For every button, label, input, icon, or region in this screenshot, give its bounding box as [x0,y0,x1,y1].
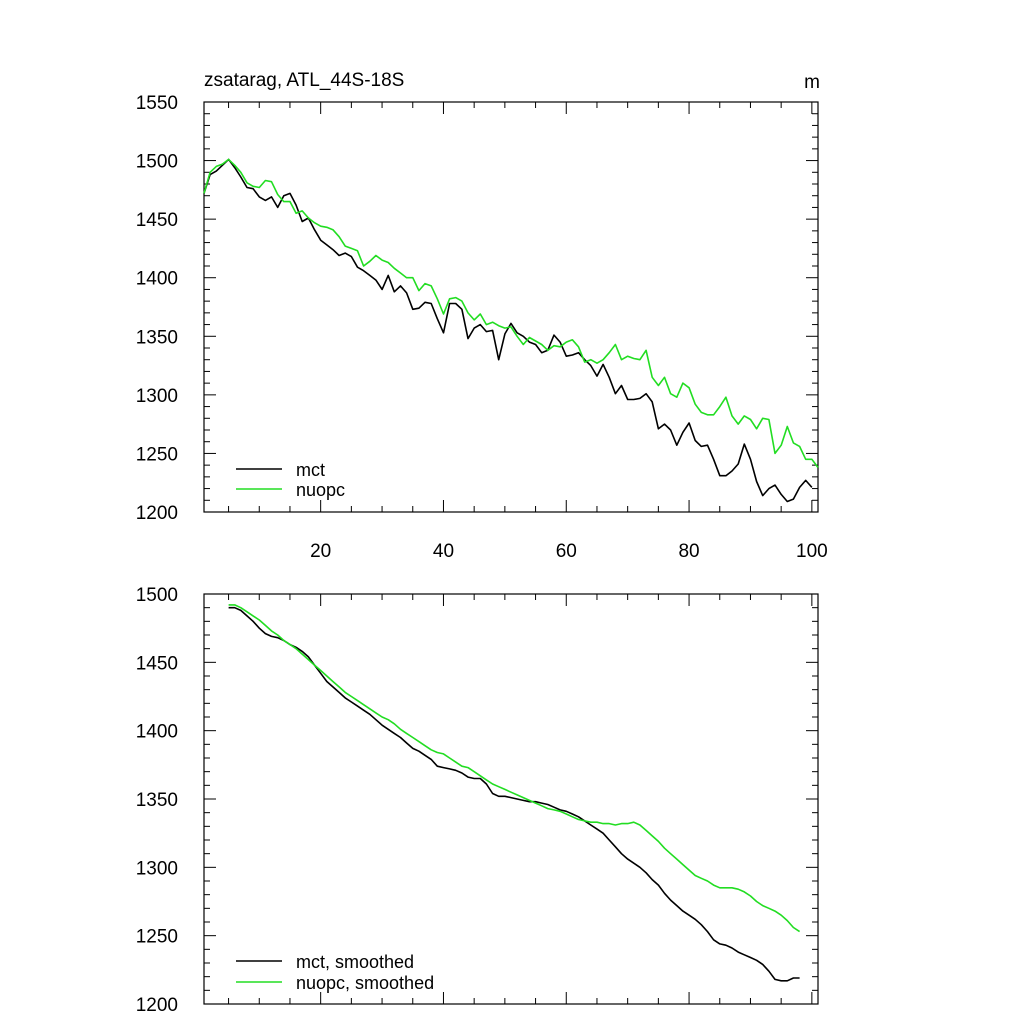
legend-label-mct: mct [296,460,325,480]
y-tick-label: 1450 [136,210,178,231]
y-tick-label: 1300 [136,858,178,879]
units-label: m [804,72,820,93]
series-line-mct [203,158,813,503]
y-tick-label: 1350 [136,790,178,811]
y-tick-label: 1450 [136,653,178,674]
y-tick-label: 1400 [136,269,178,290]
top-legend: mct nuopc [236,460,345,500]
top-ticks [204,101,818,513]
top-tick-labels: 1200 1250 1300 1350 1400 1450 1500 1550 20 40 60 80… [136,93,828,562]
y-tick-label: 1550 [136,93,178,114]
bottom-series [228,604,801,982]
series-line-nuopc [203,158,819,468]
chart-title: zsatarag, ATL_44S-18S [204,70,404,91]
y-tick-label: 1500 [136,152,178,173]
plot-frame [203,101,819,513]
top-series [203,158,819,503]
y-tick-label: 1350 [136,327,178,348]
series-line-nuopc-smoothed [228,604,801,933]
y-tick-label: 1300 [136,386,178,407]
x-tick-label: 100 [796,541,828,562]
x-tick-label: 80 [678,541,699,562]
x-tick-label: 20 [310,541,331,562]
top-chart-panel: zsatarag, ATL_44S-18S m 1200 1250 1300 1350… [136,70,828,562]
bottom-ticks [204,593,818,1005]
x-tick-label: 40 [433,541,454,562]
legend-label-nuopc: nuopc [296,480,345,500]
plot-frame [203,593,819,1005]
y-tick-label: 1250 [136,444,178,465]
y-tick-label: 1200 [136,995,178,1016]
bottom-tick-labels: 1200 1250 1300 1350 1400 1450 1500 [136,585,178,1016]
y-tick-label: 1500 [136,585,178,606]
legend-label-nuopc-smoothed: nuopc, smoothed [296,973,434,993]
y-tick-label: 1200 [136,503,178,524]
y-tick-label: 1400 [136,722,178,743]
legend-label-mct-smoothed: mct, smoothed [296,952,414,972]
bottom-chart-panel: 1200 1250 1300 1350 1400 1450 1500 mct, smooth… [136,585,819,1016]
y-tick-label: 1250 [136,927,178,948]
series-line-mct-smoothed [228,606,800,982]
bottom-legend: mct, smoothed nuopc, smoothed [236,952,434,993]
x-tick-label: 60 [556,541,577,562]
